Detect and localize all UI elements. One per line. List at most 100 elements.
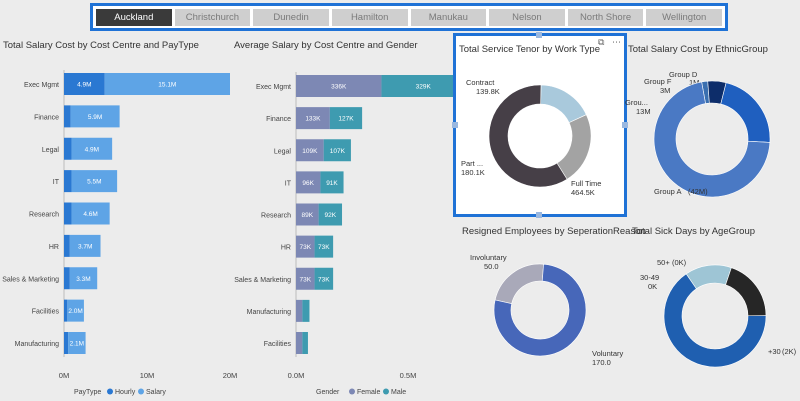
legend-marker-hourly bbox=[107, 388, 113, 395]
sick-title: Total Sick Days by AgeGroup bbox=[632, 226, 756, 237]
bar-male-facilities bbox=[302, 332, 308, 354]
city-slicer: Auckland Christchurch Dunedin Hamilton Manuk… bbox=[90, 3, 728, 31]
tenor-label-contract: Contract bbox=[466, 78, 495, 87]
slicer-item-manukau[interactable]: Manukau bbox=[410, 8, 487, 26]
slicer-item-auckland[interactable]: Auckland bbox=[96, 8, 172, 26]
bar-female-hr bbox=[296, 235, 315, 258]
bar-female-research bbox=[296, 203, 319, 226]
category-label-exec-mgmt: Exec Mgmt bbox=[24, 82, 59, 89]
data-label-salary-it: 5.5M bbox=[87, 179, 101, 186]
ethnic-label-group-d: Group D bbox=[669, 70, 698, 79]
bar-salary-it bbox=[71, 170, 118, 193]
ethnic-label-grou: Grou... bbox=[625, 98, 648, 107]
slicer-item-nelson[interactable]: Nelson bbox=[489, 8, 565, 26]
bar-hourly-facilities bbox=[64, 299, 68, 322]
resize-handle-bottom[interactable] bbox=[536, 212, 542, 218]
category-label-it: IT bbox=[53, 179, 60, 186]
bar-male-finance bbox=[329, 107, 363, 130]
ethnic-value-group-f: 3M bbox=[660, 86, 670, 95]
resize-handle-top[interactable] bbox=[536, 32, 542, 38]
legend-marker-male bbox=[383, 388, 389, 395]
bar-salary-manufacturing bbox=[68, 332, 86, 354]
bar-hourly-legal bbox=[64, 137, 72, 160]
legend-item-hourly: Hourly bbox=[115, 389, 136, 396]
bar-male-manufacturing bbox=[302, 299, 310, 322]
tenor-value-contract: 139.8K bbox=[476, 87, 500, 96]
data-label-female-it: 96K bbox=[302, 180, 314, 187]
data-label-female-sales-marketing: 73K bbox=[299, 276, 311, 283]
bar-male-hr bbox=[314, 235, 334, 258]
slicer-item-wellington[interactable]: Wellington bbox=[646, 8, 722, 26]
data-label-male-sales-marketing: 73K bbox=[318, 276, 330, 283]
x-tick-0-5m: 0.5M bbox=[400, 371, 417, 380]
bar-hourly-hr bbox=[64, 234, 70, 257]
tenor-title: Total Service Tenor by Work Type bbox=[459, 44, 600, 55]
data-label-male-exec-mgmt: 329K bbox=[416, 84, 432, 91]
category-label-legal: Legal bbox=[42, 147, 60, 154]
tenor-slice-part bbox=[556, 114, 592, 180]
legend-marker-salary bbox=[138, 388, 144, 395]
resize-handle-right[interactable] bbox=[622, 122, 628, 128]
data-label-male-hr: 73K bbox=[318, 244, 330, 251]
slicer-item-hamilton[interactable]: Hamilton bbox=[331, 8, 408, 26]
x-tick-0-0m: 0.0M bbox=[288, 371, 305, 380]
ethnic-slice-group-a bbox=[653, 81, 771, 198]
bar-male-sales-marketing bbox=[314, 267, 334, 290]
bar-female-legal bbox=[296, 139, 324, 162]
data-label-salary-hr: 3.7M bbox=[78, 243, 92, 250]
bar-male-legal bbox=[323, 139, 351, 162]
category-label-manufacturing: Manufacturing bbox=[15, 341, 59, 348]
data-label-female-exec-mgmt: 336K bbox=[331, 84, 347, 91]
category-label-hr: HR bbox=[281, 245, 291, 252]
data-label-salary-exec-mgmt: 15.1M bbox=[158, 82, 176, 89]
bar-male-research bbox=[318, 203, 343, 226]
bar-female-it bbox=[296, 171, 321, 194]
sick-value-30: (2K) bbox=[782, 347, 797, 356]
bar-salary-research bbox=[71, 202, 110, 225]
bar-female-exec-mgmt bbox=[296, 75, 382, 97]
slicer-item-christchurch[interactable]: Christchurch bbox=[174, 8, 251, 26]
bar-salary-sales-marketing bbox=[69, 267, 98, 290]
category-label-exec-mgmt: Exec Mgmt bbox=[256, 84, 291, 91]
data-label-female-legal: 109K bbox=[302, 148, 318, 155]
category-label-sales-marketing: Sales & Marketing bbox=[2, 276, 59, 283]
data-label-female-finance: 133K bbox=[305, 116, 321, 123]
ethnic-value-group-d: 1M bbox=[689, 78, 699, 87]
resigned-label-involuntary: Involuntary bbox=[470, 253, 507, 262]
x-tick-20m: 20M bbox=[223, 371, 238, 380]
sick-value-30-49: 0K bbox=[648, 282, 657, 291]
bar-salary-legal bbox=[71, 137, 113, 160]
bar-female-manufacturing bbox=[296, 299, 303, 322]
legend-marker-female bbox=[349, 388, 355, 395]
data-label-male-research: 92K bbox=[325, 212, 337, 219]
data-label-female-research: 89K bbox=[302, 212, 314, 219]
tenor-value-part: 180.1K bbox=[461, 168, 485, 177]
resize-handle-left[interactable] bbox=[452, 122, 458, 128]
ethnic-title: Total Salary Cost by EthnicGroup bbox=[628, 44, 768, 55]
tenor-slice-contract bbox=[540, 84, 587, 124]
category-label-it: IT bbox=[285, 180, 292, 187]
focus-mode-icon[interactable]: ⧉ bbox=[598, 37, 605, 47]
tenor-value-full-time: 464.5K bbox=[571, 188, 595, 197]
ethnic-slice-grou bbox=[720, 82, 771, 143]
category-label-facilities: Facilities bbox=[264, 341, 292, 348]
ethnic-value-grou: 13M bbox=[636, 107, 651, 116]
more-options-icon[interactable]: ⋯ bbox=[612, 37, 621, 47]
category-label-research: Research bbox=[261, 213, 291, 220]
data-label-female-hr: 73K bbox=[299, 244, 311, 251]
slicer-item-north-shore[interactable]: North Shore bbox=[567, 8, 644, 26]
avg_gender-legend-title: Gender bbox=[316, 389, 340, 396]
slicer-item-dunedin[interactable]: Dunedin bbox=[253, 8, 329, 26]
category-label-finance: Finance bbox=[34, 114, 59, 121]
bar-male-exec-mgmt bbox=[381, 75, 466, 97]
legend-item-salary: Salary bbox=[146, 389, 166, 396]
bar-salary-finance bbox=[70, 105, 120, 128]
sick-label-30: +30 bbox=[768, 347, 781, 356]
data-label-male-legal: 107K bbox=[330, 148, 346, 155]
sick-label-50: 50+ bbox=[657, 258, 670, 267]
legend-item-female: Female bbox=[357, 389, 380, 396]
ethnic-label-group-a: Group A bbox=[654, 187, 682, 196]
